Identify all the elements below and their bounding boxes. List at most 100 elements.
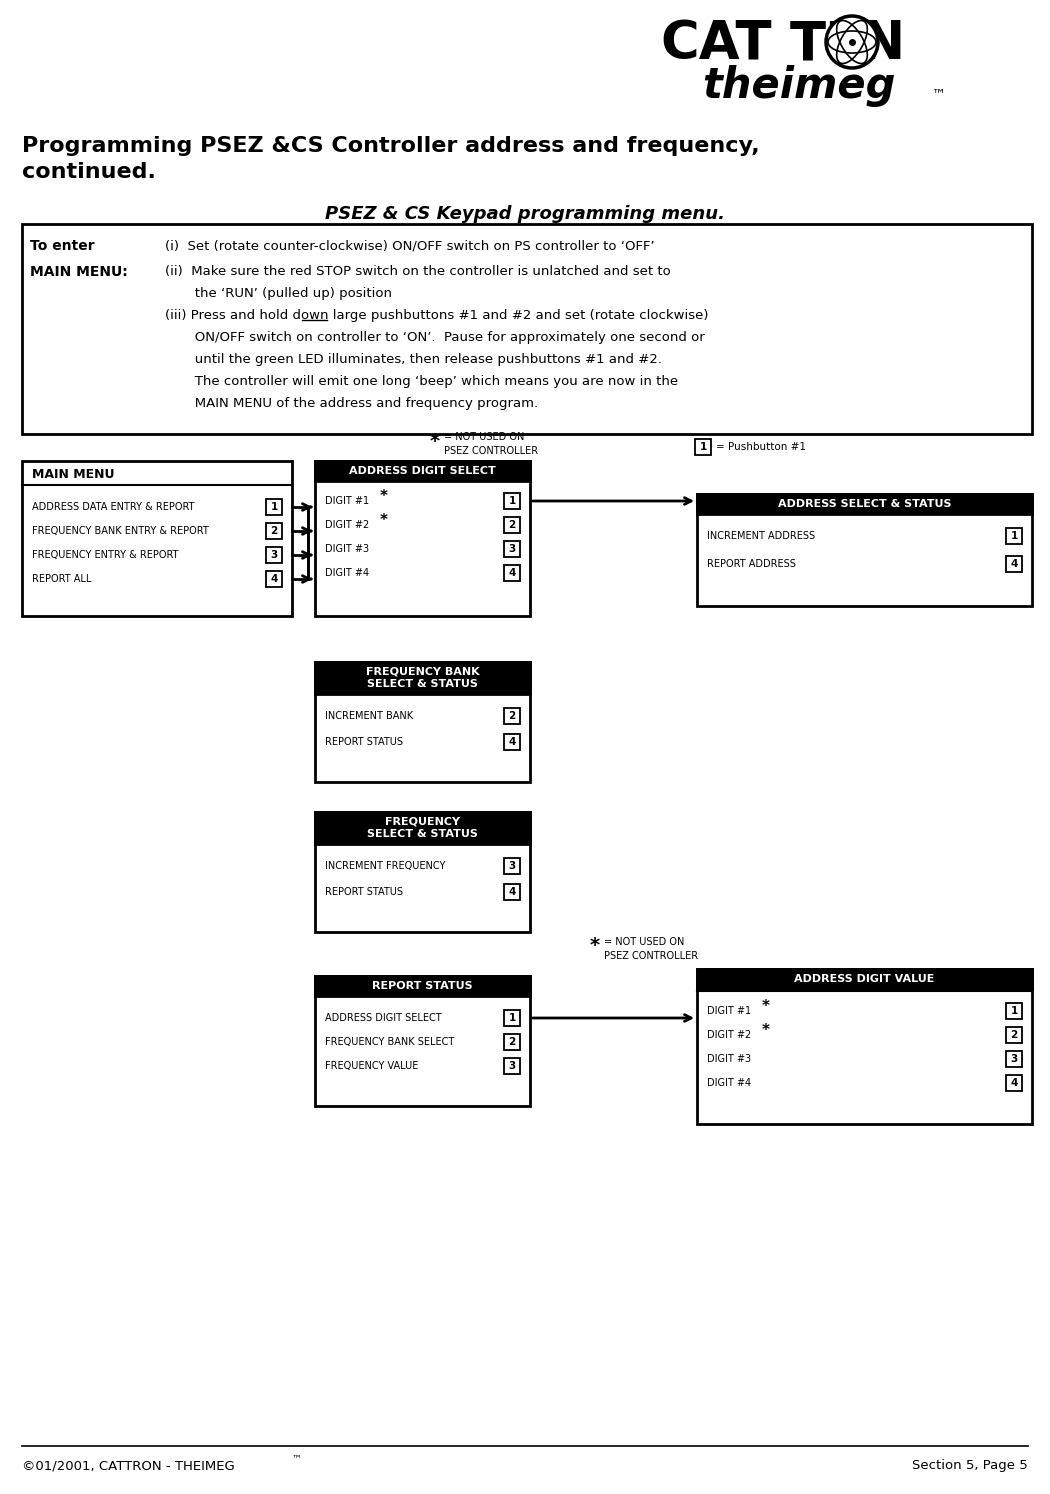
Bar [22, 224, 1032, 433]
Text: ™: ™ [932, 87, 946, 102]
Bar [315, 813, 530, 844]
Bar [266, 523, 282, 539]
Text: TR: TR [790, 18, 866, 70]
Text: 3: 3 [508, 544, 516, 554]
Text: ™: ™ [292, 1454, 301, 1463]
Bar [504, 884, 520, 899]
Text: INCREMENT ADDRESS: INCREMENT ADDRESS [707, 530, 815, 541]
Text: REPORT STATUS: REPORT STATUS [372, 982, 472, 991]
Text: ADDRESS SELECT & STATUS: ADDRESS SELECT & STATUS [778, 499, 951, 509]
Text: *: * [590, 937, 601, 956]
Text: ADDRESS DIGIT SELECT: ADDRESS DIGIT SELECT [326, 1013, 442, 1023]
Text: 2: 2 [508, 711, 516, 722]
Bar [266, 571, 282, 587]
Text: DIGIT #4: DIGIT #4 [326, 568, 370, 578]
Text: MAIN MENU: MAIN MENU [32, 469, 114, 481]
Text: 3: 3 [1010, 1053, 1017, 1064]
Text: FREQUENCY BANK ENTRY & REPORT: FREQUENCY BANK ENTRY & REPORT [32, 526, 209, 536]
Text: ON/OFF switch on controller to ‘ON’.  Pause for approximately one second or: ON/OFF switch on controller to ‘ON’. Pau… [165, 332, 705, 345]
Bar [697, 970, 1032, 989]
Text: FREQUENCY ENTRY & REPORT: FREQUENCY ENTRY & REPORT [32, 550, 178, 560]
Text: = NOT USED ON
PSEZ CONTROLLER: = NOT USED ON PSEZ CONTROLLER [444, 432, 538, 456]
Circle shape [826, 16, 878, 69]
Text: 1: 1 [1010, 1005, 1017, 1016]
Text: ADDRESS DIGIT VALUE: ADDRESS DIGIT VALUE [794, 974, 934, 985]
Text: until the green LED illuminates, then release pushbuttons #1 and #2.: until the green LED illuminates, then re… [165, 354, 662, 366]
Text: 1: 1 [1010, 530, 1017, 541]
Text: ©01/2001, CATTRON - THEIMEG: ©01/2001, CATTRON - THEIMEG [22, 1460, 235, 1473]
Bar [504, 734, 520, 750]
Text: 4: 4 [508, 568, 516, 578]
Text: MAIN MENU:: MAIN MENU: [30, 264, 128, 279]
Bar [504, 1058, 520, 1074]
Text: 4: 4 [508, 887, 516, 896]
Text: DIGIT #2: DIGIT #2 [326, 520, 370, 530]
Text: INCREMENT BANK: INCREMENT BANK [326, 711, 413, 722]
Text: REPORT STATUS: REPORT STATUS [326, 887, 403, 896]
Text: DIGIT #1: DIGIT #1 [326, 496, 370, 506]
Text: 3: 3 [508, 1061, 516, 1071]
Text: DIGIT #3: DIGIT #3 [326, 544, 370, 554]
Text: 1: 1 [271, 502, 277, 512]
Text: 4: 4 [508, 737, 516, 747]
Bar [504, 708, 520, 725]
Bar [504, 858, 520, 874]
Text: = Pushbutton #1: = Pushbutton #1 [716, 442, 806, 453]
Bar [22, 462, 292, 616]
Bar [1006, 1076, 1022, 1091]
Text: The controller will emit one long ‘beep’ which means you are now in the: The controller will emit one long ‘beep’… [165, 375, 678, 388]
Bar [697, 970, 1032, 1123]
Bar [315, 462, 530, 616]
Bar [504, 565, 520, 581]
Bar [266, 499, 282, 515]
Bar [1006, 1050, 1022, 1067]
Bar [504, 1010, 520, 1026]
Text: Section 5, Page 5: Section 5, Page 5 [912, 1460, 1028, 1473]
Text: the ‘RUN’ (pulled up) position: the ‘RUN’ (pulled up) position [165, 287, 392, 300]
Bar [266, 547, 282, 563]
Text: REPORT STATUS: REPORT STATUS [326, 737, 403, 747]
Text: N: N [860, 18, 904, 70]
Text: REPORT ADDRESS: REPORT ADDRESS [707, 559, 796, 569]
Bar [1006, 527, 1022, 544]
Text: 2: 2 [508, 520, 516, 530]
Text: *: * [380, 490, 388, 505]
Text: DIGIT #2: DIGIT #2 [707, 1029, 751, 1040]
Bar [1006, 1002, 1022, 1019]
Bar [504, 493, 520, 509]
Text: 2: 2 [508, 1037, 516, 1047]
Text: 4: 4 [1010, 559, 1017, 569]
Text: FREQUENCY VALUE: FREQUENCY VALUE [326, 1061, 418, 1071]
Text: PSEZ & CS Keypad programming menu.: PSEZ & CS Keypad programming menu. [326, 205, 724, 223]
Text: (i)  Set (rotate counter-clockwise) ON/OFF switch on PS controller to ‘OFF’: (i) Set (rotate counter-clockwise) ON/OF… [165, 239, 654, 252]
Text: continued.: continued. [22, 161, 155, 182]
Text: 4: 4 [270, 574, 277, 584]
Bar [697, 495, 1032, 514]
Text: FREQUENCY BANK
SELECT & STATUS: FREQUENCY BANK SELECT & STATUS [365, 666, 479, 689]
Text: 2: 2 [271, 526, 277, 536]
Text: *: * [762, 1023, 770, 1038]
Bar [315, 662, 530, 695]
Text: ADDRESS DIGIT SELECT: ADDRESS DIGIT SELECT [349, 466, 496, 477]
Bar [1006, 1026, 1022, 1043]
Text: 3: 3 [271, 550, 277, 560]
Text: DIGIT #3: DIGIT #3 [707, 1053, 751, 1064]
Text: DIGIT #1: DIGIT #1 [707, 1005, 751, 1016]
Text: CAT: CAT [660, 18, 772, 70]
Bar [315, 976, 530, 996]
Bar [504, 1034, 520, 1050]
Text: FREQUENCY
SELECT & STATUS: FREQUENCY SELECT & STATUS [368, 817, 478, 840]
Text: ADDRESS DATA ENTRY & REPORT: ADDRESS DATA ENTRY & REPORT [32, 502, 194, 512]
Bar [315, 662, 530, 781]
Text: MAIN MENU of the address and frequency program.: MAIN MENU of the address and frequency p… [165, 396, 538, 409]
Bar [504, 517, 520, 533]
Text: 1: 1 [508, 496, 516, 506]
Text: DIGIT #4: DIGIT #4 [707, 1079, 751, 1088]
Text: *: * [430, 432, 440, 451]
Bar [504, 541, 520, 557]
Bar [697, 495, 1032, 607]
Bar [315, 813, 530, 932]
Text: REPORT ALL: REPORT ALL [32, 574, 91, 584]
Text: 1: 1 [699, 442, 707, 453]
Text: 2: 2 [1010, 1029, 1017, 1040]
